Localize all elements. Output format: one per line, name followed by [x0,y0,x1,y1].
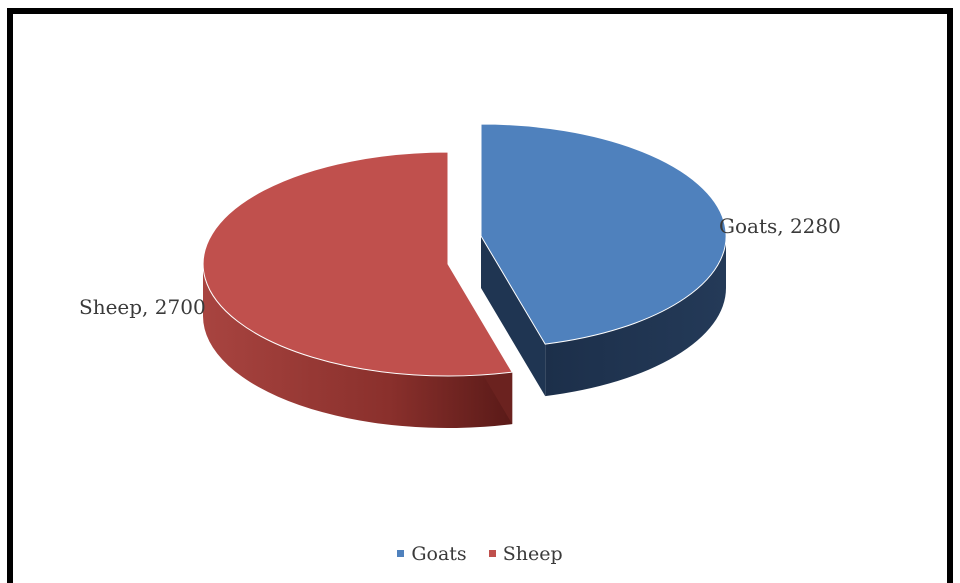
legend-item-sheep: Sheep [489,543,563,565]
pie-slice-goats [481,124,726,396]
legend-label-goats: Goats [411,543,466,565]
legend-swatch-goats [397,550,404,557]
pie-slice-sheep [203,152,512,428]
legend-swatch-sheep [489,550,496,557]
legend-label-sheep: Sheep [503,543,563,565]
data-label-goats: Goats, 2280 [719,214,841,238]
legend-item-goats: Goats [397,543,466,565]
data-label-sheep: Sheep, 2700 [79,295,206,319]
legend: Goats Sheep [0,540,960,565]
